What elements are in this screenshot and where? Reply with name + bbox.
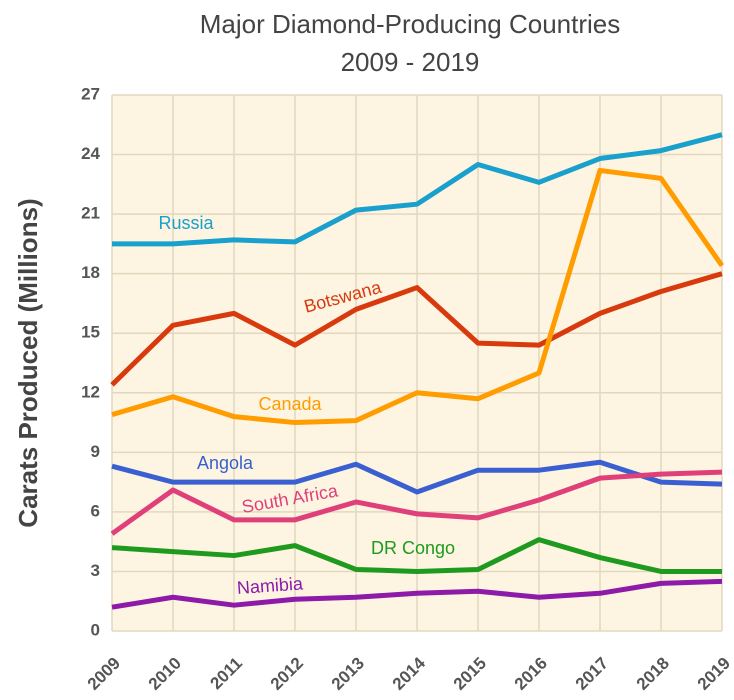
chart-title: Major Diamond-Producing Countries (200, 9, 621, 39)
y-tick-label: 3 (91, 561, 100, 580)
series-line (110, 271, 723, 387)
x-tick-label: 2016 (511, 654, 551, 694)
y-tick-label: 27 (81, 84, 100, 103)
series-line (111, 167, 725, 426)
y-tick-label: 24 (81, 144, 100, 163)
series-label: Russia (158, 213, 214, 233)
y-tick-label: 15 (81, 323, 100, 342)
chart-subtitle: 2009 - 2019 (341, 47, 480, 77)
x-tick-label: 2013 (328, 654, 368, 694)
y-tick-label: 6 (91, 501, 100, 520)
y-tick-label: 0 (91, 620, 100, 639)
series-line (111, 537, 722, 574)
y-tick-label: 21 (81, 204, 100, 223)
x-tick-label: 2012 (267, 654, 307, 694)
y-tick-label: 18 (81, 263, 100, 282)
series-line (112, 132, 723, 247)
series-line (111, 578, 723, 610)
series-label: Angola (197, 453, 254, 473)
series-label: Canada (258, 394, 322, 414)
x-tick-label: 2015 (450, 654, 490, 694)
x-tick-label: 2010 (145, 654, 185, 694)
x-tick-label: 2019 (694, 654, 734, 694)
x-tick-label: 2014 (389, 653, 430, 694)
x-tick-label: 2009 (84, 654, 124, 694)
series-line (111, 459, 723, 495)
series-label: DR Congo (371, 538, 455, 558)
x-tick-label: 2011 (206, 654, 246, 694)
series-label: Namibia (236, 573, 304, 598)
series-line (110, 469, 723, 536)
x-tick-label: 2017 (572, 654, 612, 694)
x-tick-label: 2018 (633, 654, 673, 694)
y-axis-label: Carats Produced (Millions) (13, 198, 43, 527)
y-tick-label: 12 (81, 382, 100, 401)
y-tick-label: 9 (91, 442, 100, 461)
